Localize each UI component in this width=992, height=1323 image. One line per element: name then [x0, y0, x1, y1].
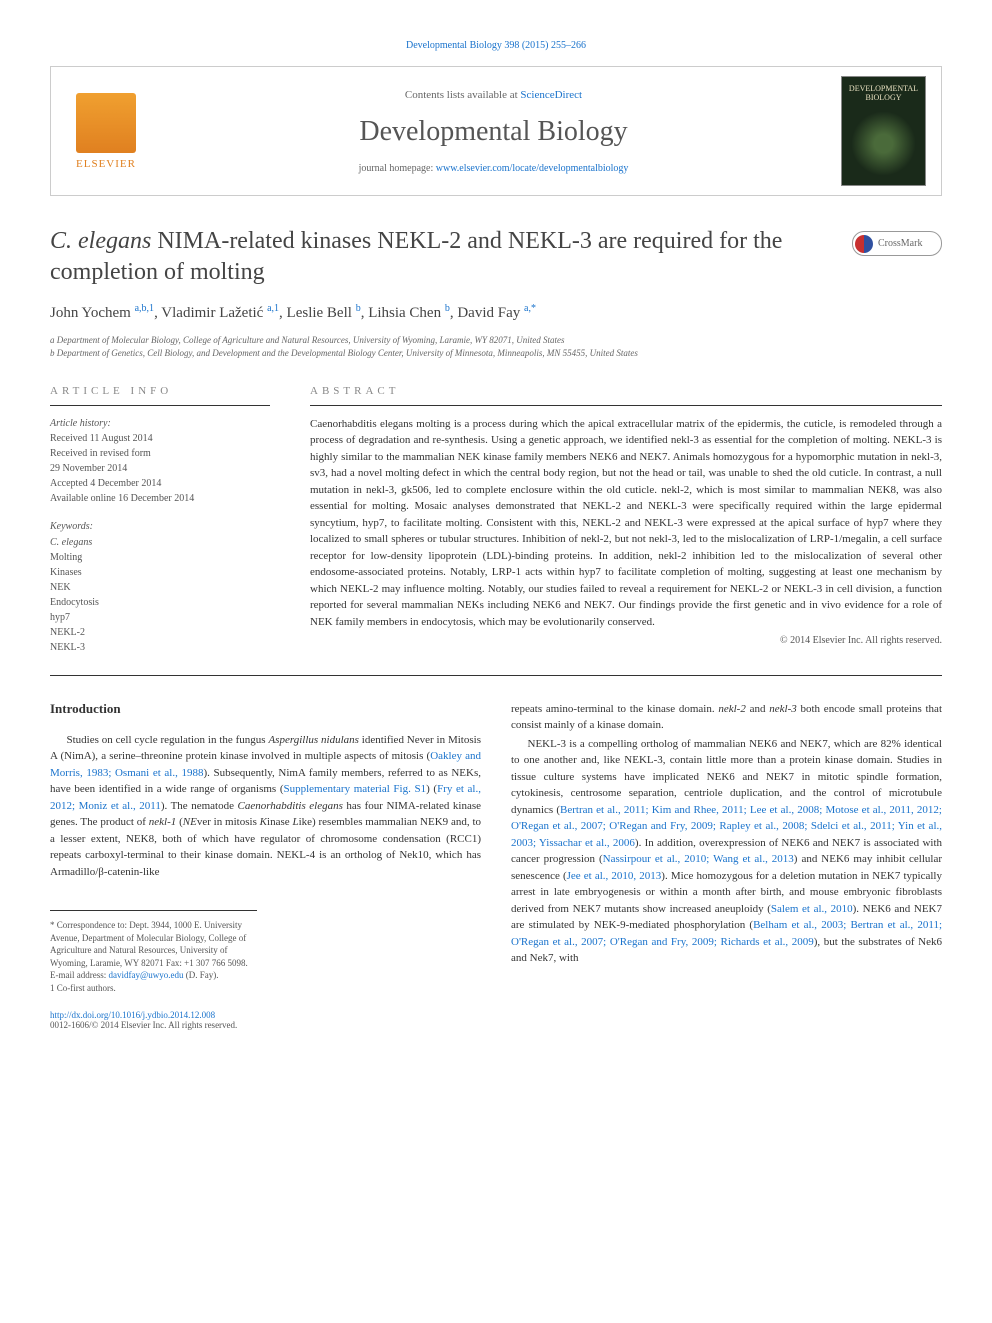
intro-col2: repeats amino-terminal to the kinase dom… [511, 701, 942, 967]
keywords-list: C. elegansMoltingKinasesNEKEndocytosishy… [50, 535, 270, 655]
crossmark-label: CrossMark [878, 238, 922, 249]
elsevier-logo: ELSEVIER [66, 84, 146, 179]
cover-image-icon [851, 111, 916, 176]
article-history: Article history: Received 11 August 2014… [50, 416, 270, 506]
authors-list: John Yochem a,b,1, Vladimir Lažetić a,1,… [50, 303, 942, 322]
homepage-link[interactable]: www.elsevier.com/locate/developmentalbio… [436, 163, 629, 174]
copyright-line: © 2014 Elsevier Inc. All rights reserved… [310, 635, 942, 646]
divider [310, 405, 942, 406]
sciencedirect-link[interactable]: ScienceDirect [520, 89, 582, 101]
homepage-prefix: journal homepage: [359, 163, 436, 174]
doi-block: http://dx.doi.org/10.1016/j.ydbio.2014.1… [50, 1010, 481, 1030]
email-suffix: (D. Fay). [184, 970, 219, 980]
title-italic: C. elegans [50, 228, 151, 254]
issn-line: 0012-1606/© 2014 Elsevier Inc. All right… [50, 1020, 481, 1030]
introduction-heading: Introduction [50, 701, 481, 717]
journal-header: ELSEVIER Contents lists available at Sci… [50, 66, 942, 196]
cofirst-note: 1 Co-first authors. [50, 982, 257, 995]
doi-link[interactable]: http://dx.doi.org/10.1016/j.ydbio.2014.1… [50, 1010, 215, 1020]
email-label: E-mail address: [50, 970, 108, 980]
abstract-label: ABSTRACT [310, 385, 942, 397]
crossmark-badge[interactable]: CrossMark [852, 231, 942, 256]
journal-homepage: journal homepage: www.elsevier.com/locat… [146, 163, 841, 174]
email-link[interactable]: davidfay@uwyo.edu [108, 970, 183, 980]
intro-col1: Studies on cell cycle regulation in the … [50, 732, 481, 881]
journal-cover-thumbnail: DEVELOPMENTAL BIOLOGY [841, 76, 926, 186]
correspondence-note: * Correspondence to: Dept. 3944, 1000 E.… [50, 919, 257, 969]
section-divider [50, 675, 942, 676]
title-rest: NIMA-related kinases NEKL-2 and NEKL-3 a… [50, 228, 782, 285]
abstract-text: Caenorhabditis elegans molting is a proc… [310, 416, 942, 631]
elsevier-label: ELSEVIER [76, 158, 136, 170]
footnotes: * Correspondence to: Dept. 3944, 1000 E.… [50, 910, 257, 995]
article-info-label: ARTICLE INFO [50, 385, 270, 397]
keywords-label: Keywords: [50, 521, 270, 532]
journal-name: Developmental Biology [146, 116, 841, 148]
contents-available: Contents lists available at ScienceDirec… [146, 89, 841, 101]
cover-title: DEVELOPMENTAL BIOLOGY [842, 85, 925, 103]
history-label: Article history: [50, 416, 270, 431]
email-line: E-mail address: davidfay@uwyo.edu (D. Fa… [50, 969, 257, 982]
elsevier-tree-icon [76, 93, 136, 153]
journal-citation: Developmental Biology 398 (2015) 255–266 [50, 40, 942, 51]
divider [50, 405, 270, 406]
article-title: C. elegans NIMA-related kinases NEKL-2 a… [50, 226, 832, 288]
affiliations: a Department of Molecular Biology, Colle… [50, 334, 942, 359]
crossmark-icon [855, 235, 873, 253]
contents-prefix: Contents lists available at [405, 89, 520, 101]
